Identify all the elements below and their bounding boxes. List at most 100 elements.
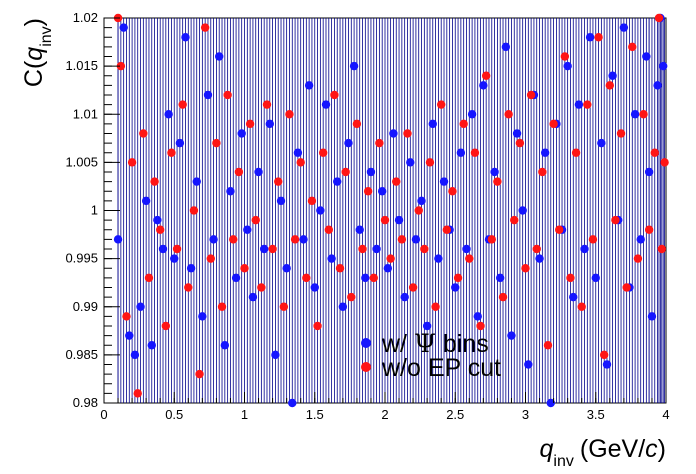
data-point-red	[127, 158, 137, 167]
data-point-blue	[439, 177, 449, 186]
data-point-red	[200, 23, 210, 32]
data-point-red	[116, 61, 126, 71]
data-point-blue	[644, 167, 654, 177]
data-point-red	[324, 225, 333, 234]
data-point-red	[150, 177, 159, 186]
data-point-blue	[602, 360, 612, 369]
data-point-blue	[563, 61, 572, 71]
data-point-red	[414, 206, 423, 215]
data-point-red	[217, 302, 227, 311]
data-point-blue	[136, 302, 145, 311]
data-point-blue	[580, 244, 589, 254]
data-point-blue	[153, 215, 162, 225]
data-point-red	[628, 42, 637, 52]
data-point-red	[358, 244, 367, 254]
y-tick-label: 0.98	[73, 395, 98, 410]
data-point-blue	[518, 206, 527, 215]
x-axis: 0 0.5 1 1.5 2 2.5 3 3.5 4	[100, 392, 670, 422]
data-point-red	[167, 148, 176, 157]
data-point-blue	[119, 23, 128, 32]
x-axis-title-units: (GeV/	[580, 435, 645, 463]
data-point-red	[234, 167, 244, 177]
data-point-blue	[540, 148, 550, 157]
data-point-blue	[569, 292, 578, 302]
data-point-red	[223, 90, 232, 100]
legend-label-blue: w/ Ψ bins	[381, 329, 489, 358]
data-point-red	[498, 292, 508, 302]
data-point-red	[453, 273, 463, 283]
data-point-blue	[158, 244, 168, 254]
data-point-red	[448, 187, 457, 196]
data-point-red	[178, 100, 187, 109]
data-point-blue	[113, 235, 123, 244]
data-point-red	[330, 90, 339, 100]
legend-marker-red	[361, 362, 371, 372]
data-point-blue	[636, 235, 645, 244]
data-point-red	[240, 264, 249, 273]
data-point-blue	[417, 196, 426, 206]
data-point-blue	[456, 148, 466, 157]
data-point-blue	[254, 167, 263, 177]
data-point-red	[654, 13, 664, 23]
data-point-blue	[355, 225, 364, 234]
data-point-red	[465, 254, 474, 263]
data-point-red	[313, 321, 322, 331]
data-point-blue	[585, 33, 595, 42]
data-point-blue	[130, 350, 140, 360]
x-axis-title-units-close: )	[658, 435, 666, 463]
data-point-blue	[186, 264, 196, 273]
data-point-red	[510, 215, 519, 225]
data-point-red	[318, 148, 328, 157]
data-point-blue	[282, 264, 291, 273]
data-point-blue	[642, 52, 651, 61]
y-axis: 0.98 0.985 0.99 0.995 1 1.005 1.01 1.015 1.02	[65, 10, 120, 410]
y-tick-label: 0.99	[73, 299, 98, 314]
data-point-red	[285, 110, 294, 119]
data-point-red	[184, 283, 193, 292]
data-point-red	[605, 81, 614, 90]
data-point-red	[425, 158, 435, 167]
x-tick-label: 3.5	[587, 407, 605, 422]
data-point-red	[195, 369, 204, 379]
data-point-blue	[619, 23, 629, 32]
data-point-red	[274, 177, 283, 186]
data-point-red	[307, 196, 317, 206]
data-point-red	[335, 264, 345, 273]
data-point-red	[206, 254, 215, 263]
y-tick-label: 1.005	[65, 154, 98, 169]
data-point-blue	[507, 331, 516, 340]
data-point-blue	[658, 61, 668, 71]
data-point-red	[172, 244, 182, 254]
data-point-blue	[248, 292, 258, 302]
data-point-red	[515, 138, 525, 148]
data-point-blue	[434, 254, 443, 263]
data-point-red	[459, 119, 468, 129]
data-point-blue	[338, 302, 348, 311]
data-point-blue	[243, 225, 252, 234]
markers-layer	[113, 13, 669, 408]
legend-label-red: w/o EP cut	[381, 354, 501, 382]
data-point-red	[133, 389, 142, 398]
data-point-red	[397, 235, 407, 244]
data-point-blue	[304, 81, 314, 90]
data-point-blue	[170, 254, 179, 263]
data-point-blue	[237, 129, 246, 138]
data-point-red	[583, 100, 592, 109]
data-point-blue	[299, 235, 308, 244]
x-tick-label: 4	[662, 407, 669, 422]
y-axis-title-main: C(	[20, 60, 48, 87]
data-point-blue	[215, 52, 224, 61]
y-axis-title-sub: inv	[38, 26, 55, 46]
data-point-blue	[406, 158, 415, 167]
legend-label-blue-pre: w/	[381, 330, 414, 358]
data-point-red	[644, 225, 654, 234]
data-point-red	[588, 235, 598, 244]
y-tick-label: 1.02	[73, 10, 98, 25]
data-point-red	[431, 302, 440, 311]
data-point-red	[657, 244, 666, 254]
data-point-red	[290, 235, 300, 244]
data-point-red	[442, 225, 452, 234]
data-point-blue	[496, 273, 505, 283]
y-tick-label: 1.01	[73, 106, 98, 121]
x-tick-label: 2	[381, 407, 388, 422]
